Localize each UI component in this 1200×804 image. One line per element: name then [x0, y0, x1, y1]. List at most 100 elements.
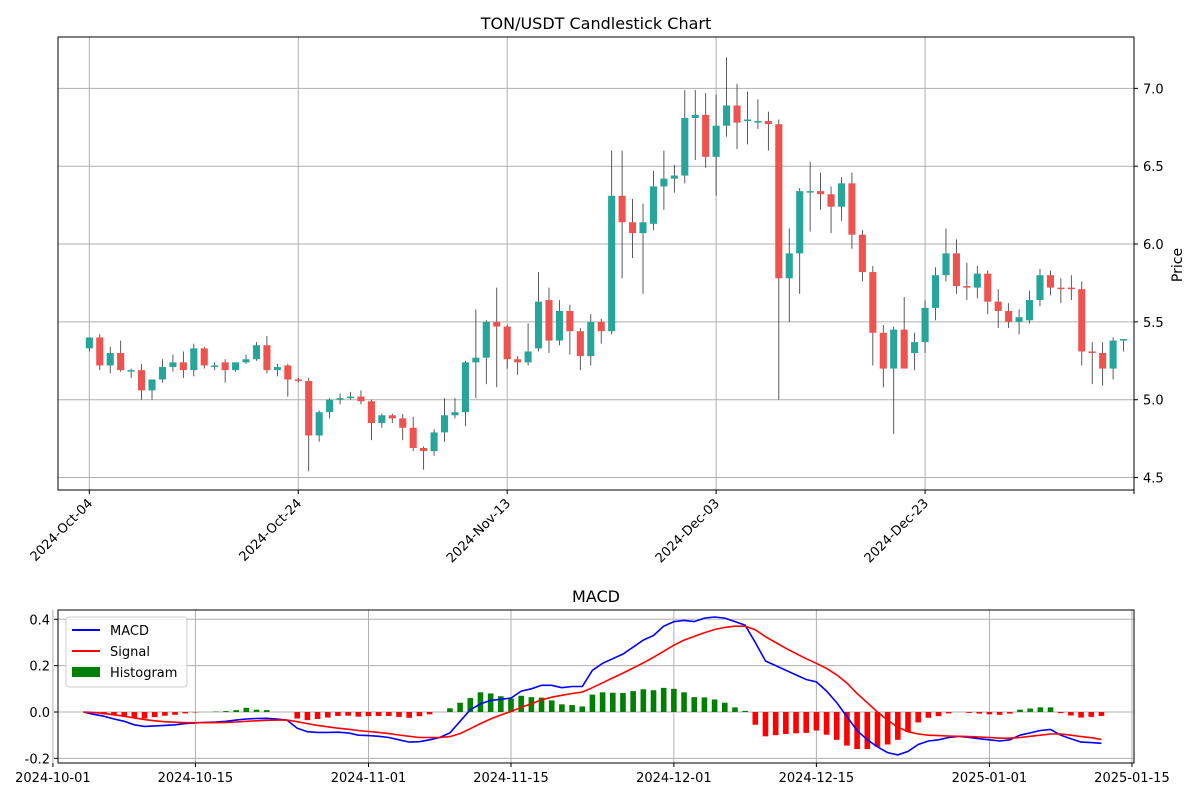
candle-body [869, 272, 876, 333]
candle [169, 355, 176, 372]
candle [242, 355, 249, 364]
candle [1016, 309, 1023, 334]
candle-body [410, 428, 417, 448]
macd-x-tick-label: 2025-01-15 [1094, 771, 1170, 786]
candle-body [545, 300, 552, 340]
candle-body [890, 330, 897, 369]
candle-body [671, 176, 678, 179]
histogram-bar [406, 712, 412, 718]
candle [1057, 278, 1064, 303]
candle [96, 334, 103, 370]
date-tick-label: 2024-Dec-23 [862, 496, 932, 566]
date-tick-label: 2024-Oct-24 [237, 496, 305, 564]
candle-body [420, 448, 427, 451]
candle-body [754, 121, 761, 123]
candle-body [1089, 351, 1096, 353]
legend-label: MACD [110, 624, 149, 639]
candle [347, 392, 354, 400]
price-tick-label: 7.0 [1143, 82, 1164, 97]
histogram-bar [793, 712, 799, 733]
candle [911, 333, 918, 370]
candle [535, 272, 542, 351]
candle [337, 393, 344, 404]
candle-body [619, 196, 626, 222]
candle [963, 263, 970, 300]
candle [274, 364, 281, 376]
histogram-bar [1088, 712, 1094, 717]
candle-body [159, 367, 166, 379]
candle [86, 337, 93, 351]
candle [598, 319, 605, 344]
candle-body [180, 362, 187, 370]
candle [660, 151, 667, 210]
histogram-bar [590, 695, 596, 712]
candle-body [347, 397, 354, 399]
candle [493, 288, 500, 388]
candle-body [598, 322, 605, 331]
macd-y-tick-label: -0.2 [25, 752, 50, 767]
macd-line-series [83, 617, 1101, 755]
histogram-bar [864, 712, 870, 749]
candle-body [660, 179, 667, 187]
candle [295, 378, 302, 383]
candle [410, 417, 417, 451]
candle-body [911, 342, 918, 353]
candle-body [942, 253, 949, 275]
candle-body [1110, 341, 1117, 369]
candle [733, 84, 740, 149]
candle-body [441, 415, 448, 432]
candle-body [848, 183, 855, 234]
histogram-bar [742, 711, 748, 712]
candle-body [284, 365, 291, 379]
candle-body [932, 275, 939, 308]
candle-body [1120, 339, 1127, 341]
candle-body [514, 359, 521, 362]
candle [608, 151, 615, 335]
candle-body [901, 330, 908, 369]
candle [754, 99, 761, 129]
candle-body [525, 351, 532, 362]
candlestick-plot-frame [58, 37, 1134, 490]
histogram-bar [162, 712, 168, 716]
histogram-bar [651, 690, 657, 712]
candle [650, 171, 657, 230]
candle [775, 120, 782, 400]
candle-body [1099, 353, 1106, 369]
histogram-bar [691, 697, 697, 712]
histogram-bar [376, 712, 382, 716]
candle [1026, 291, 1033, 324]
price-tick-label: 5.0 [1143, 394, 1164, 409]
candle [222, 359, 229, 382]
candle [107, 347, 114, 373]
candle-body [639, 222, 646, 233]
price-tick-label: 4.5 [1143, 472, 1164, 487]
histogram-bar [488, 693, 494, 712]
candle [984, 271, 991, 315]
candle [577, 328, 584, 370]
candle-body [148, 379, 155, 390]
candle [796, 188, 803, 294]
candle-body [117, 353, 124, 370]
candle-body [483, 322, 490, 358]
candle [389, 414, 396, 423]
candle [807, 162, 814, 232]
candle-body [974, 274, 981, 288]
candle-body [786, 253, 793, 278]
candle-body [953, 253, 960, 286]
candle [566, 305, 573, 355]
histogram-bar [182, 712, 188, 713]
histogram-bar [396, 712, 402, 717]
candle-body [201, 348, 208, 365]
candle-body [807, 191, 814, 193]
histogram-bar [732, 707, 738, 712]
histogram-bar [1078, 712, 1084, 718]
histogram-bar [335, 712, 341, 716]
candle-body [702, 115, 709, 157]
candle-body [337, 398, 344, 400]
candle [253, 342, 260, 361]
histogram-bar [1068, 712, 1074, 715]
candle-body [211, 365, 218, 367]
histogram-bar [773, 712, 779, 735]
